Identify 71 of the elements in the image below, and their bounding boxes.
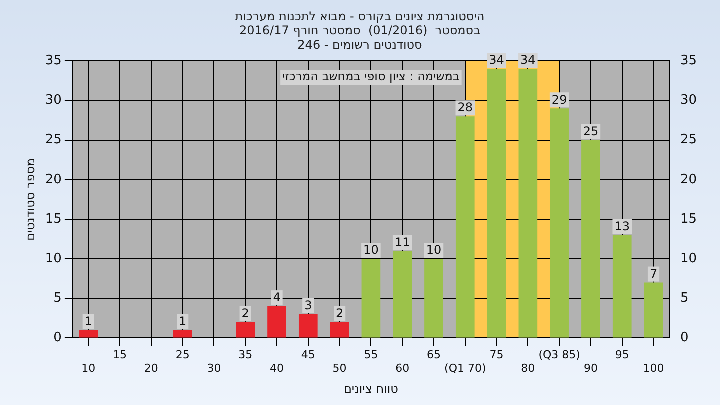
data-label: 34 (489, 53, 504, 68)
bar (456, 116, 475, 338)
x-tick-label: 20 (144, 362, 158, 375)
x-tick-label: 15 (113, 348, 128, 362)
x-tick-label: 40 (270, 362, 284, 375)
y-tick-label: 20 (45, 172, 62, 188)
y2-tick-label: 20 (680, 172, 698, 188)
x-tick-label: 95 (615, 348, 630, 362)
bar (298, 314, 318, 338)
bar (79, 330, 98, 338)
data-label: 10 (364, 243, 379, 258)
y2-tick-label: 10 (680, 251, 698, 266)
data-label: 2 (242, 306, 250, 320)
bar (582, 140, 600, 338)
x-tick-label: 35 (238, 348, 253, 362)
data-label: 25 (583, 124, 599, 138)
x-tick-label: 80 (521, 362, 536, 375)
data-label: 13 (614, 219, 630, 234)
chart-title: היסטוגרמת ציונים בקורס - מבוא לתכנות מערכות בסמסטר (01/2016) סמסטר חורף 2016/17 סטודנטים רשומים - 246 (235, 9, 485, 52)
data-label: 29 (552, 92, 568, 107)
bar (612, 235, 632, 338)
y-tick-label: 10 (45, 251, 62, 266)
x-tick-label: 25 (176, 348, 190, 362)
x-tick-label: 100 (643, 362, 664, 375)
bar (330, 322, 350, 338)
x-tick-label: 90 (584, 362, 598, 375)
data-label: 3 (304, 298, 312, 313)
y2-tick-label: 5 (680, 291, 689, 306)
bar (424, 259, 444, 338)
bar (173, 330, 192, 338)
x-tick-label: 75 (490, 348, 504, 362)
data-label: 28 (458, 100, 474, 115)
data-label: 10 (426, 243, 442, 258)
bar (362, 259, 381, 338)
data-label: 1 (84, 314, 92, 328)
x-tick-label: 55 (364, 348, 378, 362)
y-axis-title: מספר סטודנטים (23, 158, 38, 242)
bar (268, 306, 286, 338)
y-tick-label: 35 (45, 54, 62, 69)
bar (236, 322, 256, 338)
x-tick-label: (Q1 70) (444, 362, 486, 375)
annotation: במשימה : ציון סופי במחשב המרכזי (282, 69, 460, 84)
bar (644, 282, 664, 338)
y2-tick-label: 30 (680, 93, 698, 108)
data-label: 11 (394, 235, 410, 250)
x-tick-label: 45 (301, 348, 316, 362)
y-tick-label: 5 (54, 291, 62, 306)
bar (550, 108, 569, 338)
x-tick-label: (Q3 85) (538, 348, 580, 362)
data-label: 1 (179, 314, 187, 328)
y-tick-label: 0 (54, 330, 62, 346)
data-label: 34 (520, 53, 536, 68)
x-tick-label: 30 (207, 362, 222, 375)
bar (393, 251, 412, 338)
data-label: 4 (273, 290, 281, 305)
x-axis-title: טווח ציונים (344, 382, 399, 396)
y2-tick-label: 35 (680, 54, 698, 69)
x-tick-label: 60 (396, 362, 410, 375)
y-tick-label: 25 (45, 132, 62, 148)
y-tick-label: 15 (45, 212, 62, 227)
y2-tick-label: 0 (680, 330, 689, 346)
data-label: 7 (650, 266, 658, 281)
y2-tick-label: 15 (680, 212, 698, 227)
bar (518, 69, 538, 338)
y2-tick-label: 25 (680, 132, 698, 148)
x-tick-label: 50 (332, 362, 347, 375)
bar (487, 69, 506, 338)
data-label: 2 (336, 306, 344, 320)
x-tick-label: 10 (82, 362, 96, 375)
y-tick-label: 30 (45, 93, 62, 108)
x-tick-label: 65 (426, 348, 441, 362)
